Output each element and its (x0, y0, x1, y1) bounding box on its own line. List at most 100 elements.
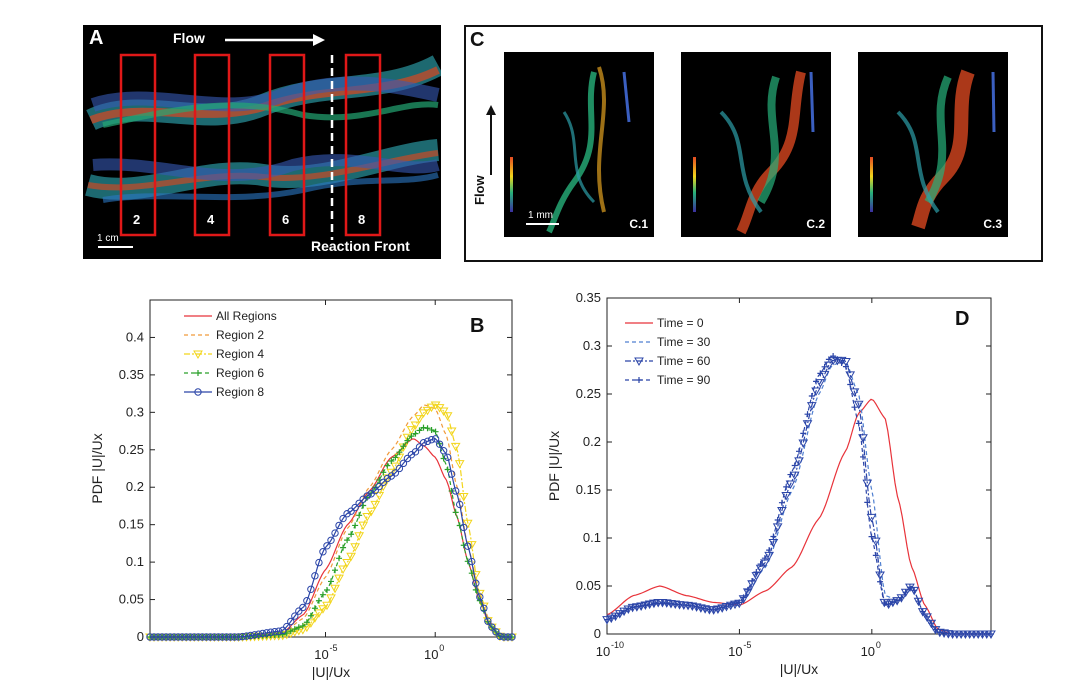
panel-c1-label: C.1 (629, 217, 648, 231)
data-point (612, 613, 619, 620)
data-point (685, 602, 692, 609)
data-point (310, 614, 320, 623)
data-point (414, 415, 425, 424)
data-point (424, 425, 431, 432)
series-line (150, 437, 512, 638)
region-box-6 (268, 53, 306, 237)
data-point (336, 555, 343, 562)
series-line (150, 404, 512, 638)
plot-area (149, 299, 513, 638)
region-box-2 (119, 53, 157, 237)
data-point (214, 633, 223, 641)
data-point (230, 633, 239, 641)
data-point (877, 578, 884, 585)
data-point (439, 447, 448, 455)
data-point (331, 529, 339, 537)
data-point (242, 632, 251, 640)
data-point (262, 629, 271, 637)
data-point (447, 470, 456, 478)
data-point (821, 363, 828, 370)
data-point (740, 594, 747, 601)
data-point (875, 571, 885, 581)
data-point (319, 548, 327, 556)
data-point (335, 521, 343, 530)
y-tick-label: 0.4 (126, 329, 144, 344)
data-point (328, 578, 334, 585)
data-point (778, 499, 785, 506)
panel-c3-label: C.3 (983, 217, 1002, 231)
data-point (332, 567, 339, 574)
data-point (322, 601, 332, 611)
data-point (783, 483, 790, 490)
data-point (374, 491, 385, 501)
data-point (412, 430, 419, 437)
data-point (318, 605, 328, 614)
data-point (806, 402, 817, 411)
panel-a-svg (85, 34, 441, 248)
data-point (342, 559, 352, 568)
data-point (464, 542, 472, 550)
data-point (766, 547, 773, 554)
data-point (344, 537, 351, 544)
data-point (234, 633, 243, 641)
data-point (432, 428, 439, 435)
data-point (915, 598, 922, 605)
data-point (744, 586, 751, 593)
data-point (830, 353, 837, 360)
data-point (438, 407, 449, 416)
data-point (906, 584, 913, 591)
data-point (633, 603, 640, 610)
fracture-network-upper (86, 55, 441, 131)
data-point (638, 603, 645, 610)
data-point (420, 424, 427, 431)
y-tick-label: 0 (137, 629, 144, 644)
data-point (390, 462, 401, 472)
region-label-2: 2 (133, 212, 141, 227)
x-tick-label: 10 (424, 647, 438, 662)
data-point (158, 633, 166, 641)
data-point (868, 533, 875, 540)
data-point (616, 610, 623, 617)
x-tick-label-exponent: -5 (330, 643, 338, 653)
data-point (295, 624, 302, 631)
plot-area (606, 297, 992, 635)
data-point (418, 409, 429, 418)
data-point (496, 632, 504, 640)
data-point (279, 631, 286, 638)
data-point (404, 437, 411, 444)
data-point (315, 597, 322, 604)
data-point (396, 449, 403, 456)
data-point (270, 627, 279, 636)
data-point (351, 503, 359, 512)
y-axis-label: PDF |U|/Ux (546, 431, 562, 501)
data-point (306, 619, 316, 628)
legend-marker (194, 388, 202, 396)
x-axis-label: |U|/Ux (780, 661, 818, 677)
data-point (314, 609, 324, 618)
data-point (380, 469, 387, 476)
y-tick-label: 0.25 (576, 386, 601, 401)
fracture-network-lower (85, 139, 440, 203)
data-point (476, 593, 484, 601)
legend: Time = 0 Time = 30 Time = 60 Time = 90 (625, 316, 711, 387)
data-point (340, 544, 347, 551)
data-point (853, 400, 864, 410)
data-point (817, 370, 824, 377)
region-boxes (119, 53, 382, 237)
data-point (642, 602, 649, 609)
legend-entry: Region 8 (216, 385, 264, 399)
data-point (881, 600, 888, 607)
data-point (804, 411, 811, 418)
data-point (727, 601, 734, 608)
data-point (787, 471, 794, 478)
data-point (885, 601, 892, 608)
data-point (753, 569, 760, 576)
data-point (226, 633, 235, 641)
chart-b: 00.050.10.150.20.250.30.350.410 -5 10 0|U|/… (89, 299, 517, 680)
data-point (186, 633, 194, 641)
panel-c-frame: C Flow 1 mm C.1 C.2 (464, 25, 1043, 262)
data-point (464, 558, 471, 565)
data-point (347, 507, 355, 515)
data-point (870, 537, 881, 547)
data-point (435, 440, 444, 448)
